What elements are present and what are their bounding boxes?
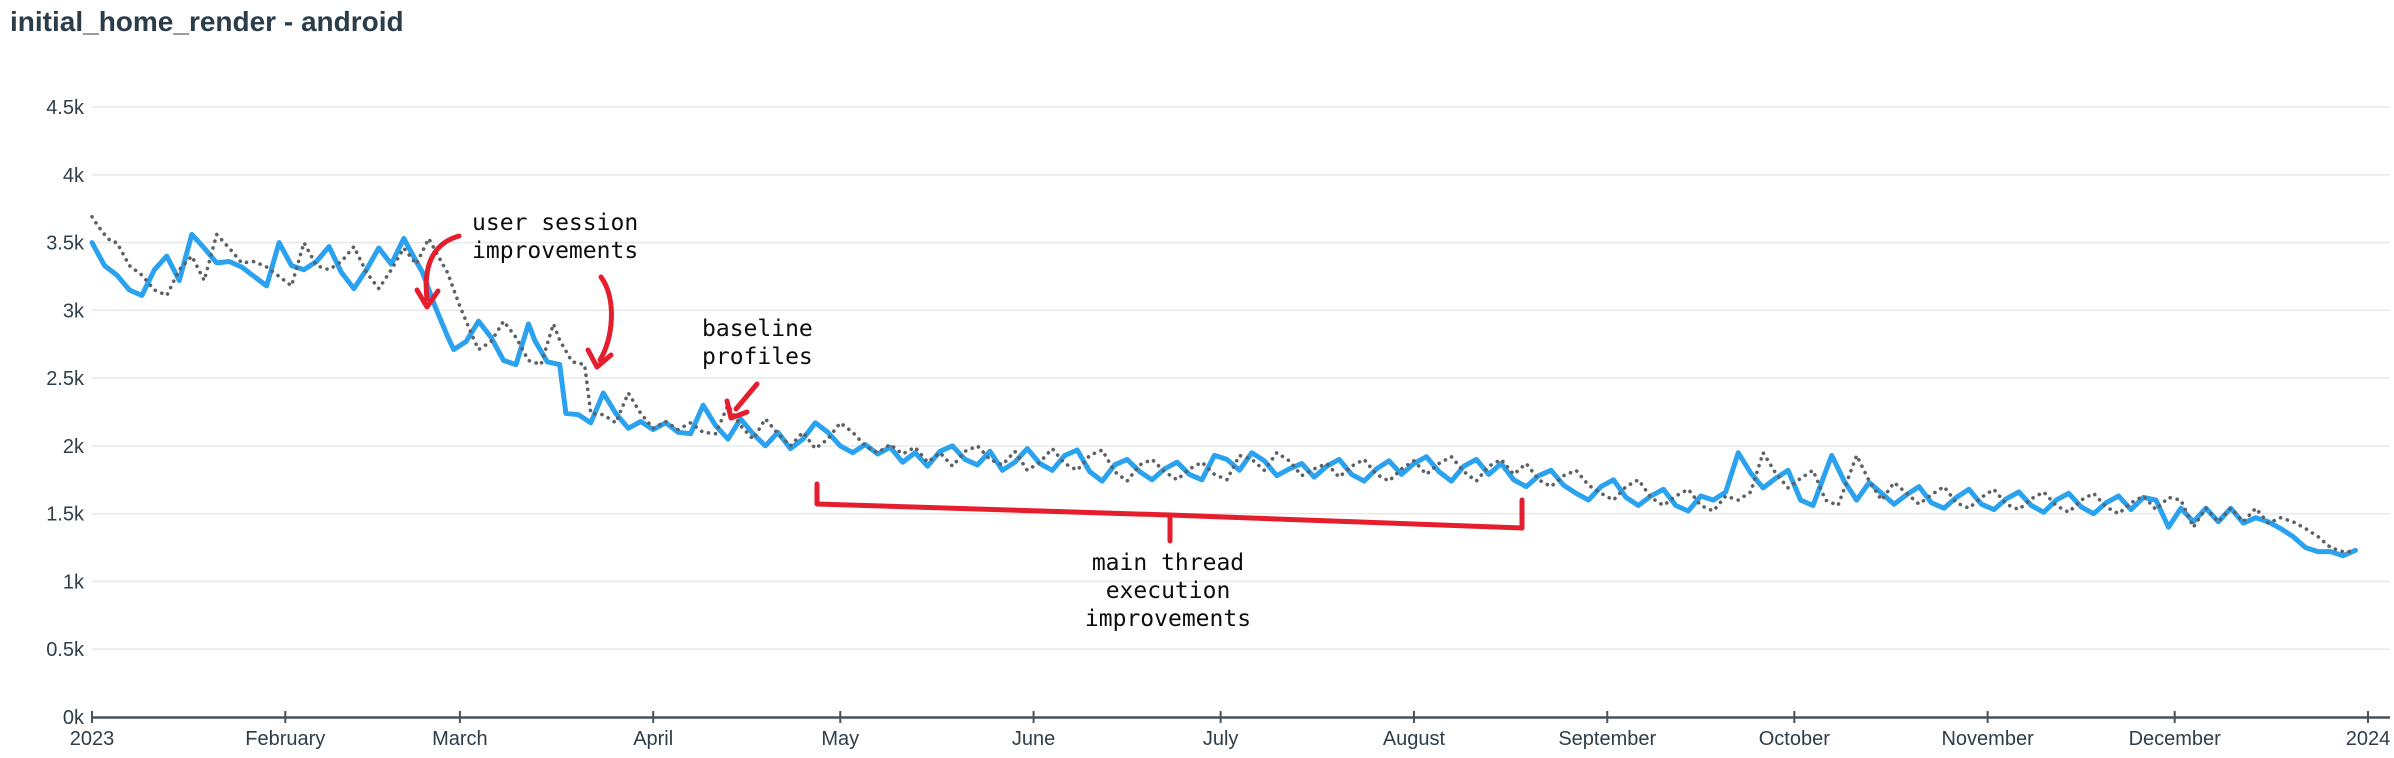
x-axis-tick-label: April: [633, 728, 673, 750]
annotation-label-main-thread-execution-improvements: main thread: [1092, 550, 1244, 576]
y-axis-tick-label: 4.5k: [46, 97, 85, 119]
y-axis-tick-label: 0k: [63, 707, 85, 729]
annotation-arrow-user-session-improvements: [597, 274, 614, 363]
y-axis-tick-label: 3k: [63, 300, 85, 322]
annotation-arrowhead-user-session-improvements: [585, 347, 614, 370]
chart-title: initial_home_render - android: [10, 6, 404, 37]
x-axis-tick-label: February: [245, 728, 325, 750]
x-axis-tick-label: September: [1558, 728, 1656, 750]
x-axis-tick-label: November: [1941, 728, 2034, 750]
annotation-label-user-session-improvements: user session: [472, 210, 638, 236]
y-axis-tick-label: 0.5k: [46, 639, 85, 661]
y-axis-tick-label: 1k: [63, 571, 85, 593]
y-axis-tick-label: 2k: [63, 436, 85, 458]
x-axis-tick-label: October: [1759, 728, 1830, 750]
y-axis-tick-label: 3.5k: [46, 233, 85, 255]
annotation-bracket-main-thread-execution-improvements: [814, 481, 1525, 544]
annotation-label-user-session-improvements: improvements: [472, 238, 638, 264]
x-axis-tick-label: June: [1012, 728, 1055, 750]
annotation-arrow-user-session-improvements: [423, 233, 462, 302]
x-axis-tick-label: 2023: [70, 728, 115, 750]
series-line-comparison-period: [90, 215, 2358, 554]
x-axis-tick-label: May: [821, 728, 859, 750]
x-axis-tick-label: 2024: [2346, 728, 2391, 750]
x-axis-tick-label: March: [432, 728, 488, 750]
y-axis-tick-label: 4k: [63, 165, 85, 187]
x-axis-tick-label: August: [1383, 728, 1446, 750]
x-axis-tick-label: December: [2129, 728, 2222, 750]
y-axis-tick-label: 1.5k: [46, 504, 85, 526]
annotation-arrow-baseline-profiles: [733, 381, 760, 412]
y-axis-tick-label: 2.5k: [46, 368, 85, 390]
annotation-label-main-thread-execution-improvements: improvements: [1085, 606, 1251, 632]
annotation-label-baseline-profiles: profiles: [702, 344, 813, 370]
annotation-label-main-thread-execution-improvements: execution: [1106, 578, 1231, 604]
x-axis-tick-label: July: [1203, 728, 1239, 750]
annotation-arrowhead-baseline-profiles: [724, 398, 750, 421]
annotation-arrowhead-user-session-improvements: [414, 287, 441, 310]
annotation-label-baseline-profiles: baseline: [702, 316, 813, 342]
